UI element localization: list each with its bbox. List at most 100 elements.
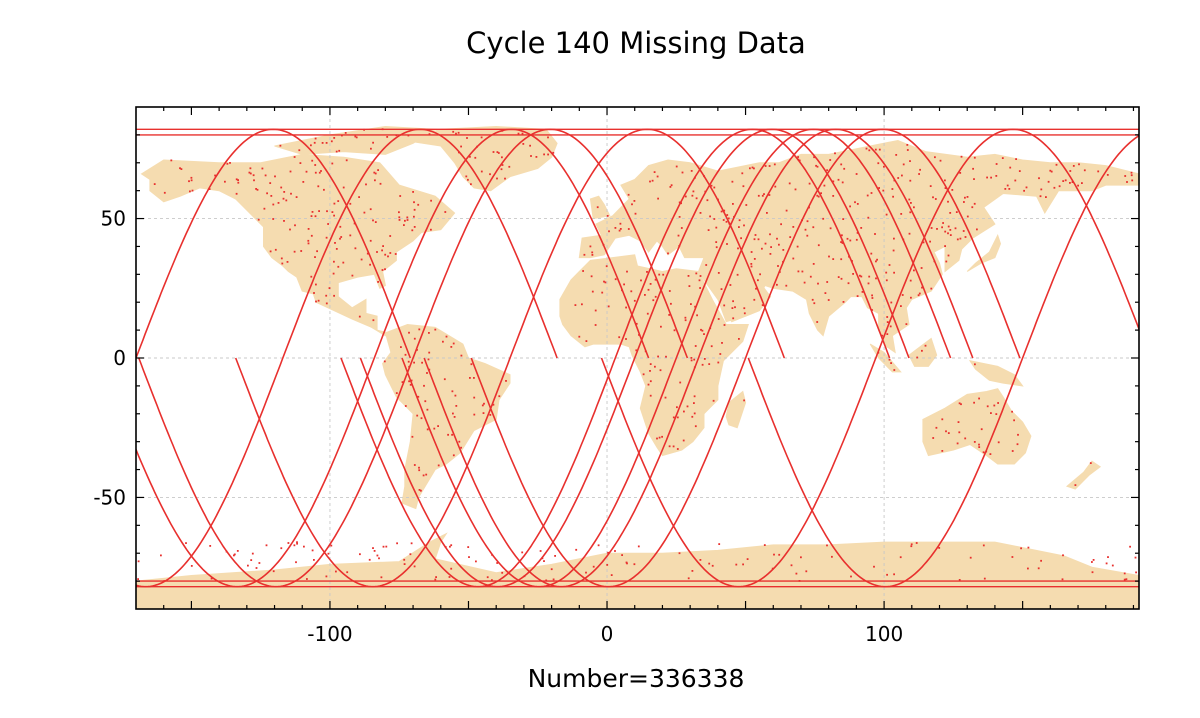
missing-data-point	[681, 171, 684, 174]
missing-data-point	[910, 543, 913, 546]
ground-track	[423, 128, 974, 588]
missing-data-point	[591, 254, 594, 256]
missing-data-point	[918, 292, 921, 295]
land-borneo	[908, 337, 938, 367]
missing-data-point	[307, 242, 310, 245]
missing-data-point	[320, 170, 322, 172]
missing-data-point	[311, 159, 314, 162]
missing-data-point	[619, 222, 622, 225]
missing-data-point	[1006, 184, 1009, 187]
missing-data-point	[966, 196, 969, 198]
missing-data-point	[813, 156, 815, 159]
missing-data-point	[696, 314, 698, 317]
missing-data-point	[272, 570, 275, 573]
missing-data-point	[413, 337, 416, 340]
missing-data-point	[849, 239, 852, 242]
missing-data-point	[841, 234, 843, 237]
missing-data-point	[710, 345, 713, 348]
missing-data-point	[1083, 169, 1086, 172]
missing-data-point	[1129, 545, 1131, 548]
land-new-zealand	[1065, 460, 1102, 490]
missing-data-point	[1074, 484, 1077, 486]
missing-data-point	[451, 433, 453, 436]
missing-data-point	[690, 359, 693, 362]
missing-data-point	[631, 203, 633, 206]
missing-data-point	[837, 178, 840, 181]
missing-data-point	[372, 319, 375, 322]
missing-data-point	[789, 236, 792, 238]
missing-data-point	[592, 565, 595, 568]
missing-data-point	[973, 401, 975, 404]
missing-data-point	[1069, 170, 1072, 172]
missing-data-point	[1062, 180, 1065, 182]
missing-data-point	[815, 164, 817, 167]
missing-data-point	[812, 263, 815, 265]
missing-data-point	[333, 260, 335, 263]
ground-track	[747, 134, 1139, 588]
missing-data-point	[963, 201, 965, 203]
missing-data-point	[427, 358, 430, 361]
missing-data-point	[868, 275, 871, 278]
missing-data-point	[886, 333, 889, 335]
missing-data-point	[949, 234, 952, 236]
missing-data-point	[935, 426, 938, 429]
ground-track	[401, 128, 952, 588]
missing-data-point	[654, 295, 657, 298]
missing-data-point	[327, 223, 329, 225]
missing-data-point	[653, 171, 656, 173]
missing-data-point	[342, 261, 345, 264]
missing-data-point	[289, 170, 292, 173]
missing-data-point	[676, 416, 679, 419]
missing-data-point	[368, 558, 371, 561]
land-arctic-islands	[274, 125, 437, 155]
missing-data-point	[893, 369, 896, 371]
missing-data-point	[285, 199, 288, 202]
missing-data-point	[307, 228, 310, 230]
missing-data-point	[399, 195, 402, 197]
missing-data-point	[370, 147, 372, 150]
missing-data-point	[467, 178, 469, 181]
missing-data-point	[226, 162, 229, 165]
missing-data-point	[417, 203, 420, 206]
missing-data-point	[452, 412, 454, 415]
missing-data-point	[311, 211, 314, 213]
missing-data-point	[817, 244, 820, 247]
missing-data-point	[785, 209, 788, 212]
missing-data-point	[396, 542, 398, 545]
missing-data-point	[1072, 165, 1075, 167]
missing-data-point	[922, 241, 925, 244]
missing-data-point	[314, 171, 317, 174]
missing-data-point	[788, 182, 791, 185]
missing-data-point	[801, 270, 804, 273]
missing-data-point	[677, 234, 680, 237]
missing-data-point	[422, 474, 425, 477]
missing-data-point	[310, 275, 313, 278]
missing-data-point	[725, 220, 728, 223]
missing-data-point	[618, 229, 621, 232]
missing-data-point	[637, 545, 640, 548]
missing-data-point	[816, 194, 819, 197]
missing-data-point	[729, 284, 732, 286]
missing-data-point	[543, 560, 545, 562]
missing-data-point	[676, 406, 678, 409]
x-tick-label: 0	[601, 622, 614, 646]
missing-data-point	[496, 177, 498, 180]
missing-data-point	[330, 140, 333, 143]
missing-data-point	[849, 205, 851, 208]
missing-data-point	[500, 168, 503, 171]
missing-data-point	[517, 132, 520, 135]
missing-data-point	[325, 142, 328, 144]
missing-data-point	[936, 228, 938, 230]
missing-data-point	[376, 251, 378, 253]
missing-data-point	[723, 324, 726, 326]
missing-data-point	[866, 194, 869, 197]
missing-data-point	[743, 224, 745, 227]
missing-data-point	[826, 544, 828, 547]
missing-data-point	[726, 243, 728, 245]
missing-data-point	[282, 197, 285, 200]
missing-data-point	[450, 346, 453, 348]
missing-data-point	[535, 156, 538, 158]
missing-data-point	[712, 399, 715, 402]
missing-data-point	[721, 342, 723, 344]
